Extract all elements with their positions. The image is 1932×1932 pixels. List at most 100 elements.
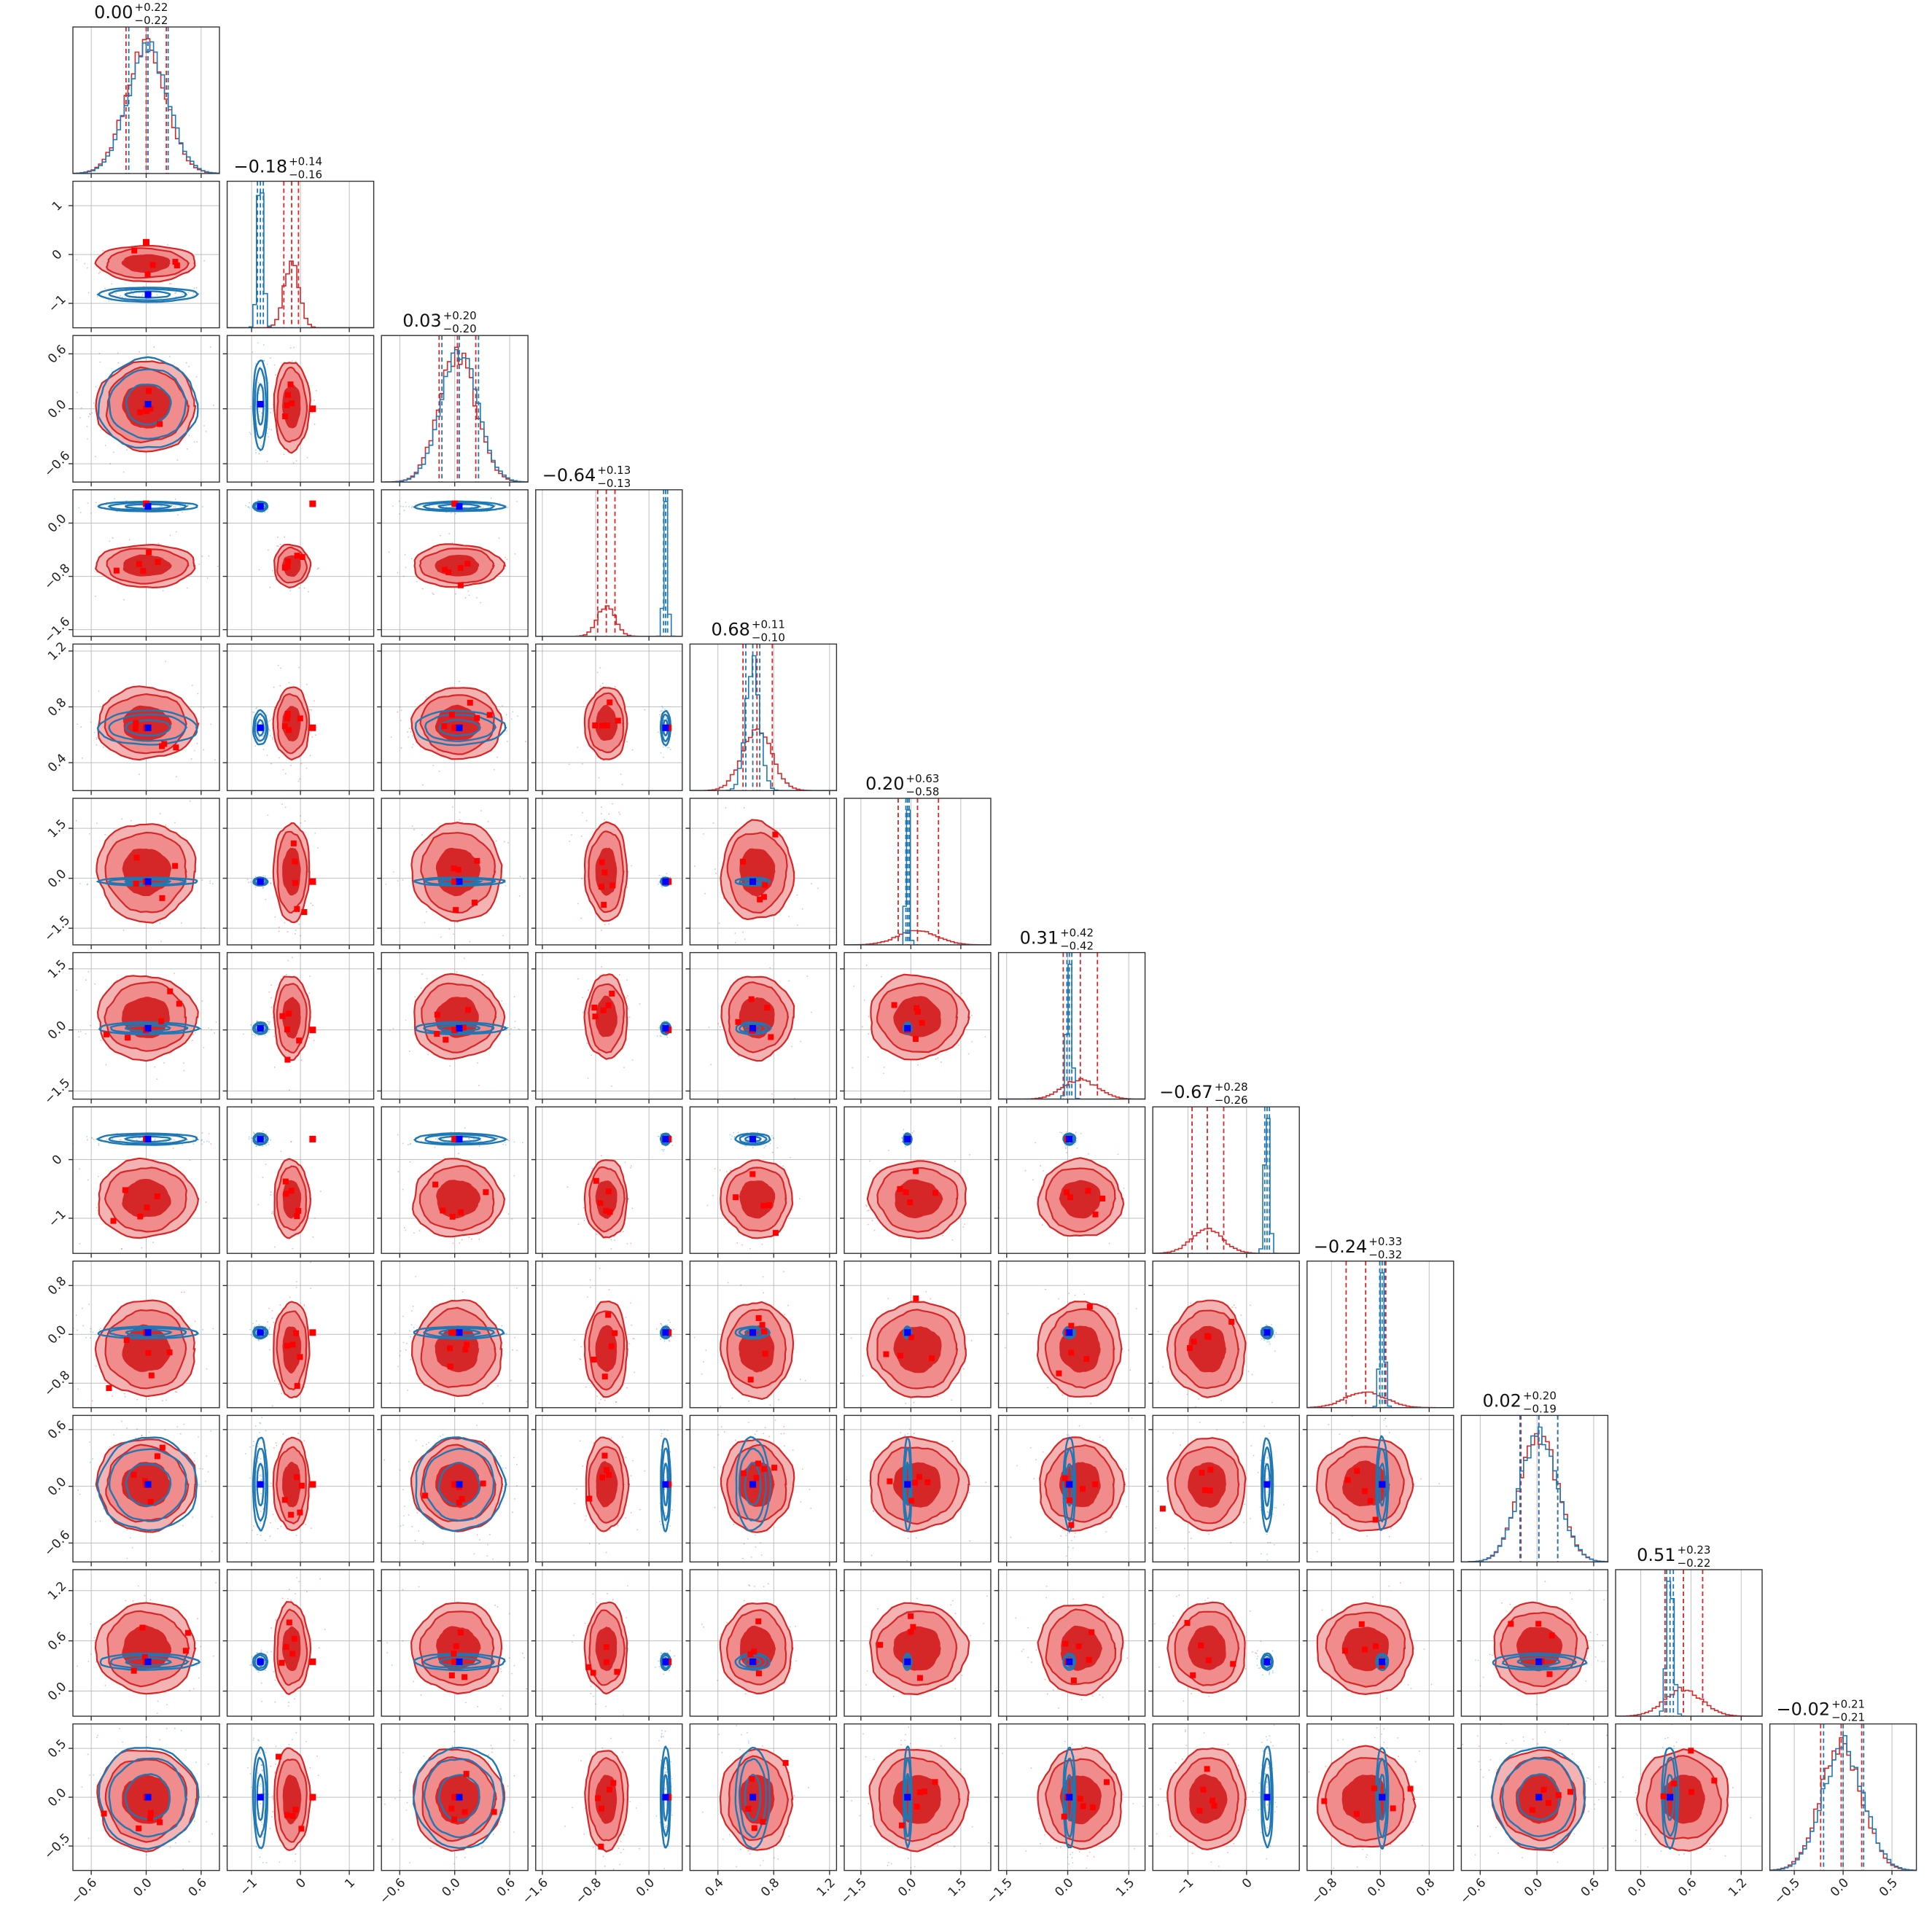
sample-point <box>255 452 257 453</box>
contour-panel-3-0: −1.6−0.80.0 <box>42 489 220 646</box>
sample-point <box>445 506 447 507</box>
y-tick-label: 0.6 <box>45 342 69 366</box>
red-marker <box>605 1002 612 1008</box>
sample-point <box>598 776 600 779</box>
sample-point <box>100 1328 102 1329</box>
sample-point <box>295 930 297 931</box>
sample-point <box>270 1191 272 1193</box>
sample-point <box>141 1247 143 1249</box>
sample-point <box>154 1138 156 1140</box>
sample-point <box>583 1207 585 1209</box>
sample-point <box>586 1043 588 1045</box>
sample-point <box>268 1029 270 1030</box>
red-marker <box>1092 1211 1099 1218</box>
sample-point <box>78 507 80 509</box>
sample-point <box>171 1138 173 1140</box>
blue-contour-0 <box>252 1021 269 1035</box>
sample-point <box>257 342 259 344</box>
red-marker <box>460 1024 467 1031</box>
sample-point <box>736 775 737 776</box>
sample-point <box>1073 1144 1075 1146</box>
sample-point <box>400 720 402 722</box>
red-histogram <box>998 1078 1145 1099</box>
sample-point <box>297 780 300 782</box>
sample-point <box>254 362 257 365</box>
sample-point <box>714 868 716 870</box>
blue-contour-0 <box>414 709 507 747</box>
sample-point <box>1075 1131 1077 1134</box>
sample-point <box>420 987 422 989</box>
sample-point <box>98 352 101 354</box>
blue-contour-0 <box>413 1132 509 1146</box>
sample-point <box>264 1035 266 1037</box>
sample-point <box>631 1059 634 1061</box>
sample-point <box>201 1132 203 1134</box>
red-marker <box>445 569 452 575</box>
sample-point <box>414 996 416 998</box>
sample-point <box>176 459 179 461</box>
y-tick-label: 0.0 <box>45 512 69 536</box>
sample-point <box>117 362 120 364</box>
sample-point <box>267 814 269 817</box>
sample-point <box>214 759 216 761</box>
sample-point <box>97 1175 99 1177</box>
blue-contour-1 <box>738 1022 768 1034</box>
sample-point <box>467 590 470 592</box>
title-value: 0.03 <box>402 311 441 331</box>
sample-point <box>437 1137 439 1139</box>
sample-point <box>86 267 88 269</box>
sample-point <box>577 978 579 980</box>
blue-contour-2 <box>125 1329 173 1336</box>
sample-point <box>626 741 628 743</box>
sample-point <box>269 730 270 732</box>
sample-point <box>257 499 259 501</box>
sample-point <box>94 983 96 985</box>
sample-point <box>316 568 319 570</box>
sample-point <box>513 996 515 998</box>
blue-marker <box>144 878 152 885</box>
sample-point <box>270 411 272 413</box>
sample-point <box>260 365 261 367</box>
sample-point <box>437 1139 439 1141</box>
sample-point <box>122 471 125 473</box>
sample-point <box>84 262 86 265</box>
red-marker <box>609 882 616 889</box>
blue-contour-0 <box>252 1132 269 1146</box>
sample-point <box>410 507 413 508</box>
blue-histogram <box>844 809 991 945</box>
sample-point <box>181 1291 182 1293</box>
sample-point <box>270 1006 273 1008</box>
red-marker <box>474 714 480 721</box>
sample-point <box>413 829 415 830</box>
sample-point <box>86 426 88 427</box>
sample-point <box>427 1053 429 1056</box>
sample-point <box>1064 1145 1067 1147</box>
blue-contour-0 <box>96 1132 200 1146</box>
blue-contour-0 <box>413 500 507 513</box>
sample-point <box>487 820 489 822</box>
sample-point <box>375 1197 377 1199</box>
panel-frame <box>689 798 838 946</box>
sample-point <box>147 354 149 355</box>
red-marker <box>284 1056 291 1063</box>
contour-panel-6-2 <box>377 951 529 1104</box>
sample-point <box>733 1131 735 1134</box>
sample-point <box>903 1090 905 1092</box>
contour-panel-5-2 <box>377 798 529 949</box>
sample-point <box>270 429 273 431</box>
sample-point <box>498 709 500 711</box>
red-marker <box>154 1193 160 1199</box>
blue-marker <box>904 1135 911 1142</box>
sample-point <box>91 412 93 414</box>
sample-point <box>514 1021 516 1022</box>
sample-point <box>708 1027 710 1029</box>
sample-point <box>308 591 310 593</box>
sample-point <box>117 352 119 354</box>
sample-point <box>958 1044 959 1046</box>
sample-point <box>867 1210 869 1212</box>
sample-point <box>400 505 402 507</box>
sample-point <box>119 1139 120 1141</box>
sample-point <box>459 680 460 682</box>
sample-point <box>141 295 143 297</box>
sample-point <box>611 954 612 956</box>
